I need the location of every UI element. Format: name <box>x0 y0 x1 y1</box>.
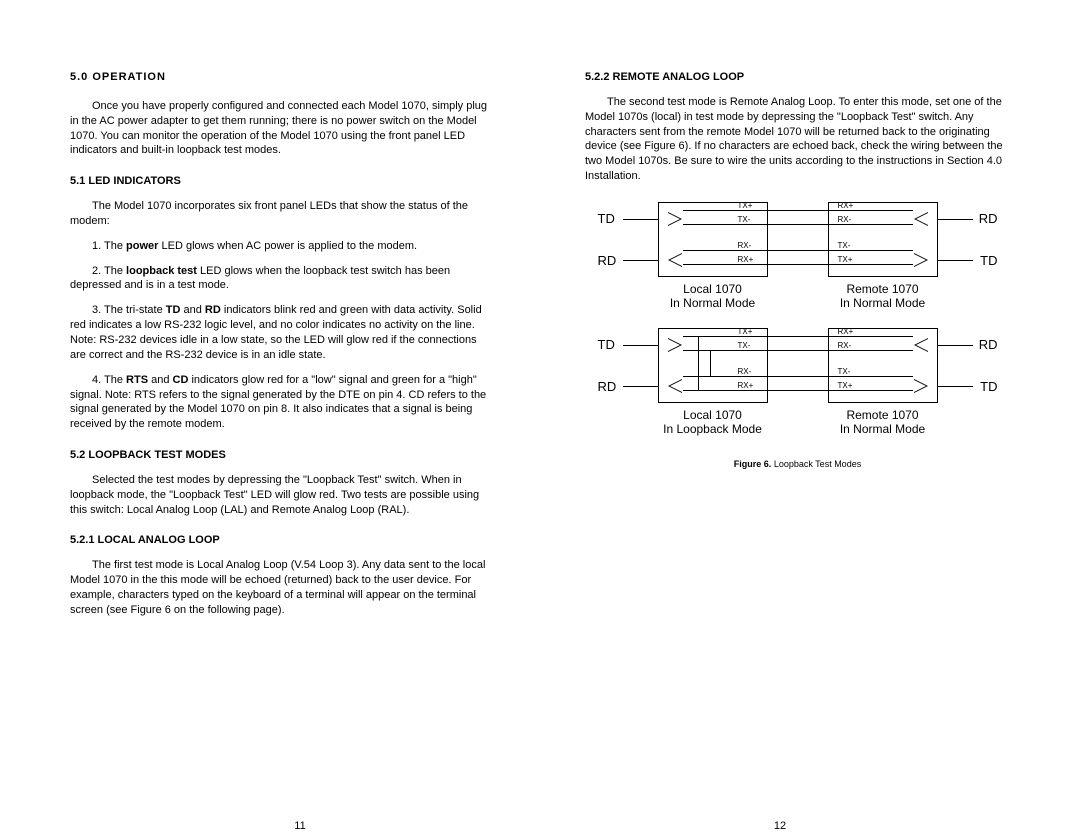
label-rd: RD <box>598 254 617 267</box>
list-item: 4. The RTS and CD indicators glow red fo… <box>70 373 495 432</box>
caption-local: Local 1070 In Normal Mode <box>643 282 783 311</box>
receiver-icon <box>668 253 682 267</box>
driver-icon <box>668 338 682 352</box>
driver-icon <box>914 379 928 393</box>
diagram-normal: TD RD RD TD <box>598 202 998 322</box>
para: The Model 1070 incorporates six front pa… <box>70 199 495 229</box>
label-rd: RD <box>979 212 998 225</box>
figure-caption: Figure 6. Loopback Test Modes <box>585 458 1010 470</box>
heading-5-2-1: 5.2.1 LOCAL ANALOG LOOP <box>70 533 495 548</box>
figure-6: TD RD RD TD <box>585 202 1010 470</box>
right-column: 5.2.2 REMOTE ANALOG LOOP The second test… <box>540 70 1020 804</box>
list-item: 1. The power LED glows when AC power is … <box>70 239 495 254</box>
heading-5-2-2: 5.2.2 REMOTE ANALOG LOOP <box>585 70 1010 85</box>
receiver-icon <box>914 212 928 226</box>
driver-icon <box>914 253 928 267</box>
para: The second test mode is Remote Analog Lo… <box>585 95 1010 184</box>
loopback-link <box>698 336 699 390</box>
page-number: 12 <box>540 819 1020 834</box>
page-number: 11 <box>60 819 540 834</box>
diagram-loopback: TD RD RD TD <box>598 328 998 448</box>
left-column: 5.0 OPERATION Once you have properly con… <box>60 70 540 804</box>
heading-5-2: 5.2 LOOPBACK TEST MODES <box>70 448 495 463</box>
label-td: TD <box>598 212 615 225</box>
heading-5-1: 5.1 LED INDICATORS <box>70 174 495 189</box>
receiver-icon <box>914 338 928 352</box>
para: Once you have properly configured and co… <box>70 99 495 158</box>
list-item: 2. The loopback test LED glows when the … <box>70 264 495 294</box>
caption-remote: Remote 1070 In Normal Mode <box>813 282 953 311</box>
heading-5-0: 5.0 OPERATION <box>70 70 495 85</box>
caption-local: Local 1070 In Loopback Mode <box>643 408 783 437</box>
caption-remote: Remote 1070 In Normal Mode <box>813 408 953 437</box>
driver-icon <box>668 212 682 226</box>
label-td: TD <box>980 254 997 267</box>
list-item: 3. The tri-state TD and RD indicators bl… <box>70 303 495 362</box>
receiver-icon <box>668 379 682 393</box>
loopback-link <box>710 350 711 376</box>
page: 5.0 OPERATION Once you have properly con… <box>0 0 1080 834</box>
para: The first test mode is Local Analog Loop… <box>70 558 495 617</box>
para: Selected the test modes by depressing th… <box>70 473 495 518</box>
